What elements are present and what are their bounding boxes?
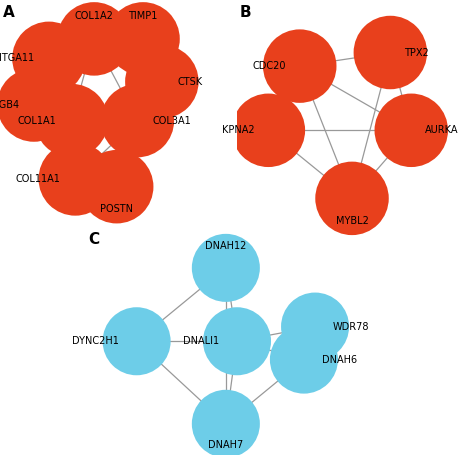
Point bbox=[68, 117, 75, 124]
Text: CTSK: CTSK bbox=[177, 77, 202, 87]
Point bbox=[113, 183, 120, 190]
Point bbox=[233, 338, 241, 345]
Point bbox=[72, 175, 79, 182]
Point bbox=[296, 62, 303, 70]
Text: TPX2: TPX2 bbox=[404, 47, 429, 57]
Point bbox=[133, 338, 140, 345]
Text: C: C bbox=[88, 232, 100, 247]
Text: ITGA11: ITGA11 bbox=[0, 53, 34, 63]
Text: DYNC2H1: DYNC2H1 bbox=[72, 336, 118, 346]
Text: COL1A2: COL1A2 bbox=[75, 11, 114, 21]
Text: ITGB4: ITGB4 bbox=[0, 100, 18, 110]
Text: DNAH12: DNAH12 bbox=[205, 241, 246, 251]
Text: DNAH7: DNAH7 bbox=[208, 440, 244, 450]
Point bbox=[408, 126, 415, 134]
Point bbox=[30, 101, 37, 109]
Point bbox=[311, 323, 319, 330]
Text: COL1A1: COL1A1 bbox=[18, 116, 56, 126]
Text: KPNA2: KPNA2 bbox=[222, 125, 254, 135]
Text: COL3A1: COL3A1 bbox=[153, 116, 191, 126]
Point bbox=[348, 195, 356, 202]
Point bbox=[91, 35, 98, 42]
Point bbox=[222, 264, 229, 272]
Text: TIMP1: TIMP1 bbox=[128, 11, 158, 21]
Point bbox=[45, 55, 53, 62]
Text: A: A bbox=[2, 5, 14, 20]
Text: B: B bbox=[239, 5, 251, 20]
Point bbox=[387, 49, 394, 56]
Point bbox=[134, 117, 141, 124]
Text: CDC20: CDC20 bbox=[252, 61, 286, 71]
Point bbox=[139, 35, 147, 42]
Text: AURKA: AURKA bbox=[425, 125, 459, 135]
Point bbox=[264, 126, 272, 134]
Text: DNAH6: DNAH6 bbox=[322, 354, 357, 364]
Point bbox=[222, 420, 229, 427]
Text: POSTN: POSTN bbox=[100, 204, 133, 214]
Point bbox=[158, 78, 165, 86]
Text: DNALI1: DNALI1 bbox=[183, 336, 219, 346]
Text: WDR78: WDR78 bbox=[333, 322, 370, 332]
Text: MYBL2: MYBL2 bbox=[336, 216, 368, 226]
Point bbox=[300, 356, 308, 363]
Text: COL11A1: COL11A1 bbox=[15, 174, 60, 184]
